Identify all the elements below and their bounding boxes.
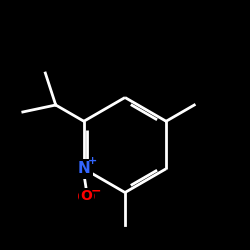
Text: −: −: [90, 184, 101, 197]
Text: +: +: [88, 156, 97, 166]
Text: N: N: [78, 161, 90, 176]
Text: O: O: [80, 189, 92, 203]
